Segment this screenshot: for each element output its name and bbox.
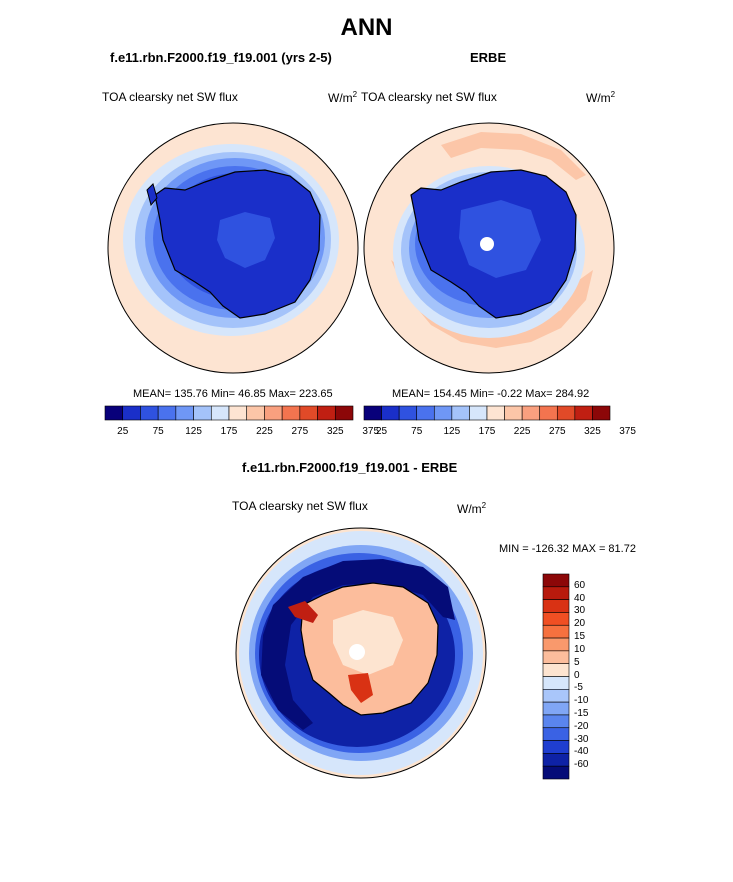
colorbar-tick-label: 125 (185, 426, 202, 437)
model-units: W/m2 (328, 90, 358, 105)
colorbar-swatch (542, 701, 570, 716)
colorbar-tick-label: 125 (443, 426, 461, 437)
colorbar-tick-label: 175 (220, 426, 238, 437)
colorbar-swatch (281, 405, 301, 421)
colorbar-swatch (416, 405, 435, 421)
colorbar-swatch (521, 405, 541, 421)
colorbar-swatch (317, 405, 336, 421)
colorbar-tick-label: 325 (326, 426, 344, 437)
colorbar-swatch (542, 637, 570, 652)
colorbar-tick-label: 75 (411, 426, 423, 437)
colorbar-tick-label: -5 (574, 682, 583, 694)
colorbar-swatch (542, 612, 570, 626)
colorbar-swatch (451, 405, 470, 421)
model-variable-label: TOA clearsky net SW flux (102, 90, 238, 104)
colorbar-tick-label: -15 (574, 707, 589, 719)
colorbar-swatch (542, 727, 570, 741)
colorbar-swatch (542, 689, 570, 703)
colorbar-swatch (574, 405, 593, 421)
obs-units: W/m2 (586, 90, 616, 105)
diff-colorbar (542, 573, 570, 780)
colorbar-swatch (193, 405, 212, 421)
colorbar-swatch (363, 405, 382, 421)
colorbar-swatch (542, 586, 570, 600)
colorbar-swatch (542, 765, 570, 780)
colorbar-tick-label: 75 (152, 426, 164, 437)
colorbar-tick-label: 40 (574, 592, 586, 604)
diff-case-title: f.e11.rbn.F2000.f19_f19.001 - ERBE (242, 460, 458, 475)
colorbar-tick-label: 175 (478, 426, 496, 437)
colorbar-tick-label: -20 (574, 720, 589, 732)
model-polar-map (107, 122, 359, 374)
colorbar-tick-label: 60 (574, 579, 586, 591)
colorbar-swatch (469, 405, 488, 421)
obs-variable-label: TOA clearsky net SW flux (361, 90, 497, 104)
colorbar-swatch (486, 405, 505, 421)
colorbar-tick-label: 25 (376, 426, 388, 437)
diff-units: W/m2 (457, 501, 487, 516)
colorbar-swatch (542, 624, 570, 639)
colorbar-swatch (542, 753, 570, 767)
colorbar-swatch (504, 405, 523, 421)
colorbar-swatch (542, 663, 570, 677)
obs-case-title: ERBE (470, 50, 507, 65)
obs-colorbar (363, 405, 611, 421)
colorbar-swatch (398, 405, 418, 421)
colorbar-swatch (228, 405, 248, 421)
colorbar-tick-label: 225 (513, 426, 531, 437)
obs-polar-map (363, 122, 615, 374)
colorbar-tick-label: 25 (117, 426, 129, 437)
colorbar-swatch (264, 405, 283, 421)
colorbar-swatch (542, 650, 570, 664)
diff-min-max: MIN = -126.32 MAX = 81.72 (499, 543, 636, 555)
diff-polar-map (235, 527, 487, 779)
diff-variable-label: TOA clearsky net SW flux (232, 499, 368, 513)
colorbar-swatch (542, 573, 570, 588)
colorbar-tick-label: 225 (256, 426, 273, 437)
colorbar-swatch (542, 714, 570, 729)
colorbar-tick-label: -40 (574, 746, 589, 758)
colorbar-swatch (542, 740, 570, 754)
colorbar-swatch (556, 405, 576, 421)
model-case-title: f.e11.rbn.F2000.f19_f19.001 (yrs 2-5) (110, 50, 332, 65)
colorbar-tick-label: 375 (362, 426, 380, 437)
colorbar-swatch (210, 405, 230, 421)
colorbar-tick-label: -30 (574, 733, 589, 745)
colorbar-swatch (157, 405, 177, 421)
colorbar-swatch (122, 405, 141, 421)
colorbar-swatch (592, 405, 611, 421)
colorbar-swatch (334, 405, 354, 421)
colorbar-swatch (175, 405, 194, 421)
figure-title: ANN (340, 14, 393, 41)
colorbar-tick-label: 15 (574, 631, 586, 643)
colorbar-swatch (299, 405, 318, 421)
colorbar-swatch (381, 405, 400, 421)
model-stats: MEAN= 135.76 Min= 46.85 Max= 223.65 (133, 388, 333, 400)
colorbar-swatch (246, 405, 265, 421)
colorbar-swatch (542, 599, 570, 613)
colorbar-swatch (104, 405, 124, 421)
colorbar-tick-label: 325 (584, 426, 601, 437)
colorbar-swatch (539, 405, 558, 421)
colorbar-tick-label: 10 (574, 643, 586, 655)
colorbar-tick-label: 5 (574, 656, 580, 668)
model-colorbar (104, 405, 354, 421)
colorbar-swatch (542, 676, 570, 690)
colorbar-tick-label: 275 (548, 426, 566, 437)
colorbar-tick-label: -10 (574, 695, 589, 707)
colorbar-tick-label: 30 (574, 605, 586, 617)
obs-stats: MEAN= 154.45 Min= -0.22 Max= 284.92 (392, 388, 590, 400)
colorbar-tick-label: -60 (574, 759, 589, 771)
colorbar-tick-label: 275 (291, 426, 309, 437)
colorbar-tick-label: 0 (574, 669, 580, 681)
colorbar-swatch (140, 405, 159, 421)
colorbar-tick-label: 375 (619, 426, 636, 437)
colorbar-tick-label: 20 (574, 618, 586, 630)
colorbar-swatch (433, 405, 453, 421)
